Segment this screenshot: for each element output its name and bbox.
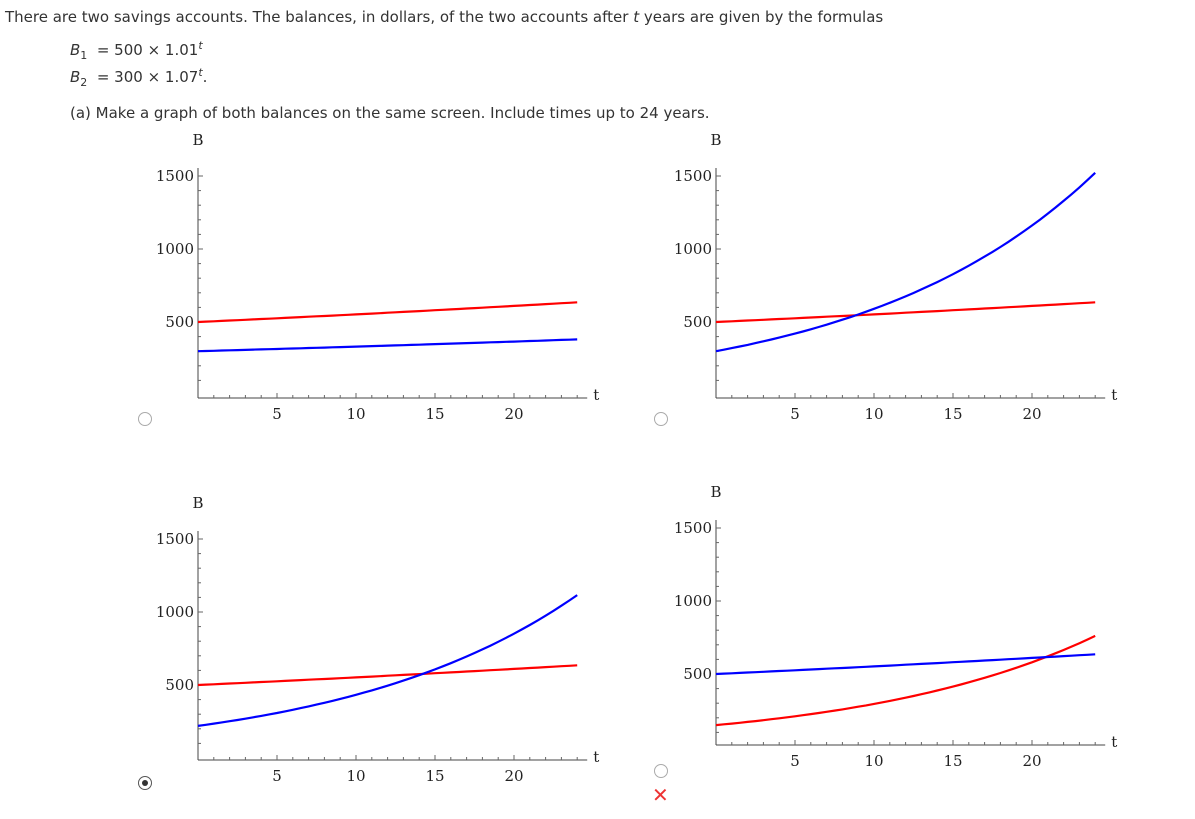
y-tick-label: 500 [683,313,712,331]
x-tick-label: 20 [1022,752,1041,770]
y-tick-label: 1000 [674,592,712,610]
series-line-red [197,301,578,324]
x-tick-label: 20 [504,767,523,785]
series-line-blue [715,653,1096,676]
series-line-blue [197,594,578,727]
y-tick-label: 1000 [674,240,712,258]
x-tick-label: 10 [346,767,365,785]
option-radio-3[interactable] [138,776,152,790]
x-tick-label: 5 [790,405,800,423]
part-a-prompt: (a) Make a graph of both balances on the… [70,104,710,122]
option-radio-4[interactable] [654,764,668,778]
y-tick-label: 1000 [156,603,194,621]
x-tick-label: 10 [864,752,883,770]
x-tick-label: 5 [272,767,282,785]
x-tick-label: 5 [272,405,282,423]
x-tick-label: 20 [504,405,523,423]
y-tick-label: 1000 [156,240,194,258]
y-axis-label: B [192,494,203,512]
y-axis-label: B [710,131,721,149]
y-tick-label: 1500 [674,519,712,537]
y-tick-label: 500 [165,676,194,694]
x-tick-label: 10 [346,405,365,423]
x-tick-label: 15 [425,767,444,785]
y-tick-label: 1500 [674,167,712,185]
y-tick-label: 1500 [156,167,194,185]
x-tick-label: 15 [943,405,962,423]
x-axis-label: t [1111,733,1117,751]
series-line-red [197,664,578,687]
x-axis-label: t [593,386,599,404]
y-tick-label: 1500 [156,530,194,548]
formula-b2: B2 = 300 × 1.07t. [70,66,208,89]
x-tick-label: 15 [943,752,962,770]
series-line-red [715,301,1096,324]
question-intro: There are two savings accounts. The bala… [5,8,884,26]
y-axis-label: B [192,131,203,149]
series-line-blue [715,171,1096,353]
x-tick-label: 10 [864,405,883,423]
series-line-blue [197,338,578,353]
formula-b1: B1 = 500 × 1.01t [70,39,203,62]
option-radio-1[interactable] [138,412,152,426]
option-radio-2[interactable] [654,412,668,426]
y-tick-label: 500 [165,313,194,331]
x-axis-label: t [593,748,599,766]
x-tick-label: 20 [1022,405,1041,423]
x-tick-label: 5 [790,752,800,770]
x-axis-label: t [1111,386,1117,404]
x-tick-label: 15 [425,405,444,423]
series-line-red [715,634,1096,727]
incorrect-x-icon: ✕ [652,783,669,807]
y-axis-label: B [710,483,721,501]
y-tick-label: 500 [683,665,712,683]
